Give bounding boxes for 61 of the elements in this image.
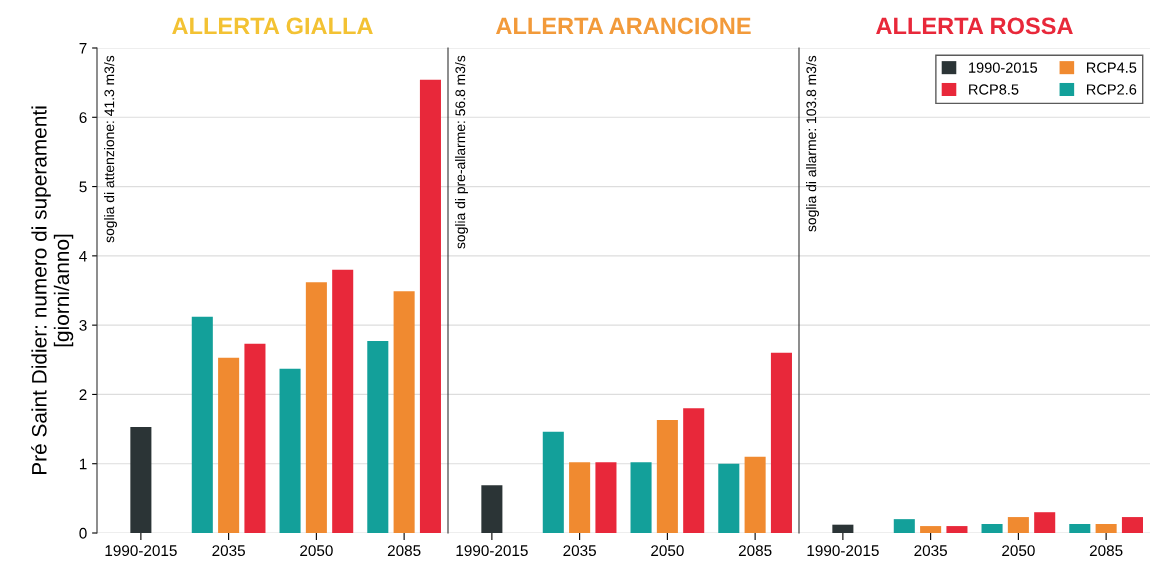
bar bbox=[893, 519, 915, 533]
annotation: soglia di attenzione: 41.3 m3/s bbox=[104, 55, 117, 243]
y-tick-label: 7 bbox=[79, 43, 87, 54]
bar bbox=[367, 341, 389, 533]
bar bbox=[946, 526, 968, 533]
y-tick-label: 3 bbox=[79, 320, 87, 331]
y-tick-label: 5 bbox=[79, 181, 87, 193]
x-tick-label: 2035 bbox=[563, 545, 596, 557]
y-tick-label: 1 bbox=[79, 458, 87, 470]
bar bbox=[481, 485, 503, 533]
bar bbox=[305, 282, 327, 533]
bar bbox=[393, 291, 415, 533]
legend-label: RCP2.6 bbox=[1087, 84, 1137, 95]
legend-label: RCP8.5 bbox=[969, 84, 1019, 95]
bar bbox=[191, 316, 213, 533]
x-tick-label: 2085 bbox=[1089, 545, 1123, 557]
bar bbox=[832, 524, 854, 533]
bar bbox=[244, 343, 266, 533]
x-tick-label: 2035 bbox=[914, 545, 947, 557]
x-tick-label: 2085 bbox=[738, 545, 772, 557]
bar bbox=[1095, 523, 1117, 533]
x-tick-label: 1990-2015 bbox=[105, 545, 177, 557]
bar bbox=[1121, 517, 1143, 533]
bar bbox=[718, 463, 740, 533]
bar bbox=[770, 352, 792, 533]
x-tick-label: 2050 bbox=[300, 545, 333, 557]
bar bbox=[332, 269, 354, 533]
y-axis-title: Pré Saint Didier: numero di superamenti [giorni/anno] bbox=[31, 106, 74, 475]
bar bbox=[279, 368, 301, 533]
bar bbox=[744, 456, 766, 533]
y-tick-label: 2 bbox=[79, 389, 87, 400]
bar bbox=[920, 526, 942, 533]
bar bbox=[542, 431, 564, 533]
bar bbox=[1069, 523, 1091, 533]
bar bbox=[1034, 512, 1056, 533]
x-tick-label: 2050 bbox=[651, 545, 684, 557]
annotation: soglia di allarme: 103.8 m3/s bbox=[806, 55, 819, 232]
bar bbox=[981, 523, 1003, 533]
x-tick-label: 2085 bbox=[387, 545, 421, 557]
bar bbox=[656, 420, 678, 533]
bar bbox=[683, 408, 705, 533]
bar bbox=[1007, 517, 1029, 533]
legend-label: 1990-2015 bbox=[969, 62, 1038, 73]
x-tick-label: 2035 bbox=[212, 545, 245, 557]
chart-title: ALLERTA ARANCIONE bbox=[495, 17, 751, 35]
bar bbox=[630, 462, 652, 533]
chart-title: ALLERTA ROSSA bbox=[876, 17, 1073, 35]
x-tick-label: 1990-2015 bbox=[807, 545, 879, 557]
bar bbox=[130, 426, 152, 533]
annotation: soglia di pre-allarme: 56.8 m3/s bbox=[455, 55, 468, 249]
bar bbox=[595, 462, 617, 533]
bar bbox=[218, 357, 240, 533]
legend-label: RCP4.5 bbox=[1087, 62, 1137, 73]
y-tick-label: 6 bbox=[79, 112, 87, 123]
bar bbox=[419, 79, 441, 533]
x-tick-label: 2050 bbox=[1002, 545, 1035, 557]
bar bbox=[569, 462, 591, 533]
chart-title: ALLERTA GIALLA bbox=[172, 17, 373, 35]
y-tick-label: 0 bbox=[79, 527, 87, 539]
y-tick-label: 4 bbox=[79, 250, 87, 262]
x-tick-label: 1990-2015 bbox=[456, 545, 528, 557]
